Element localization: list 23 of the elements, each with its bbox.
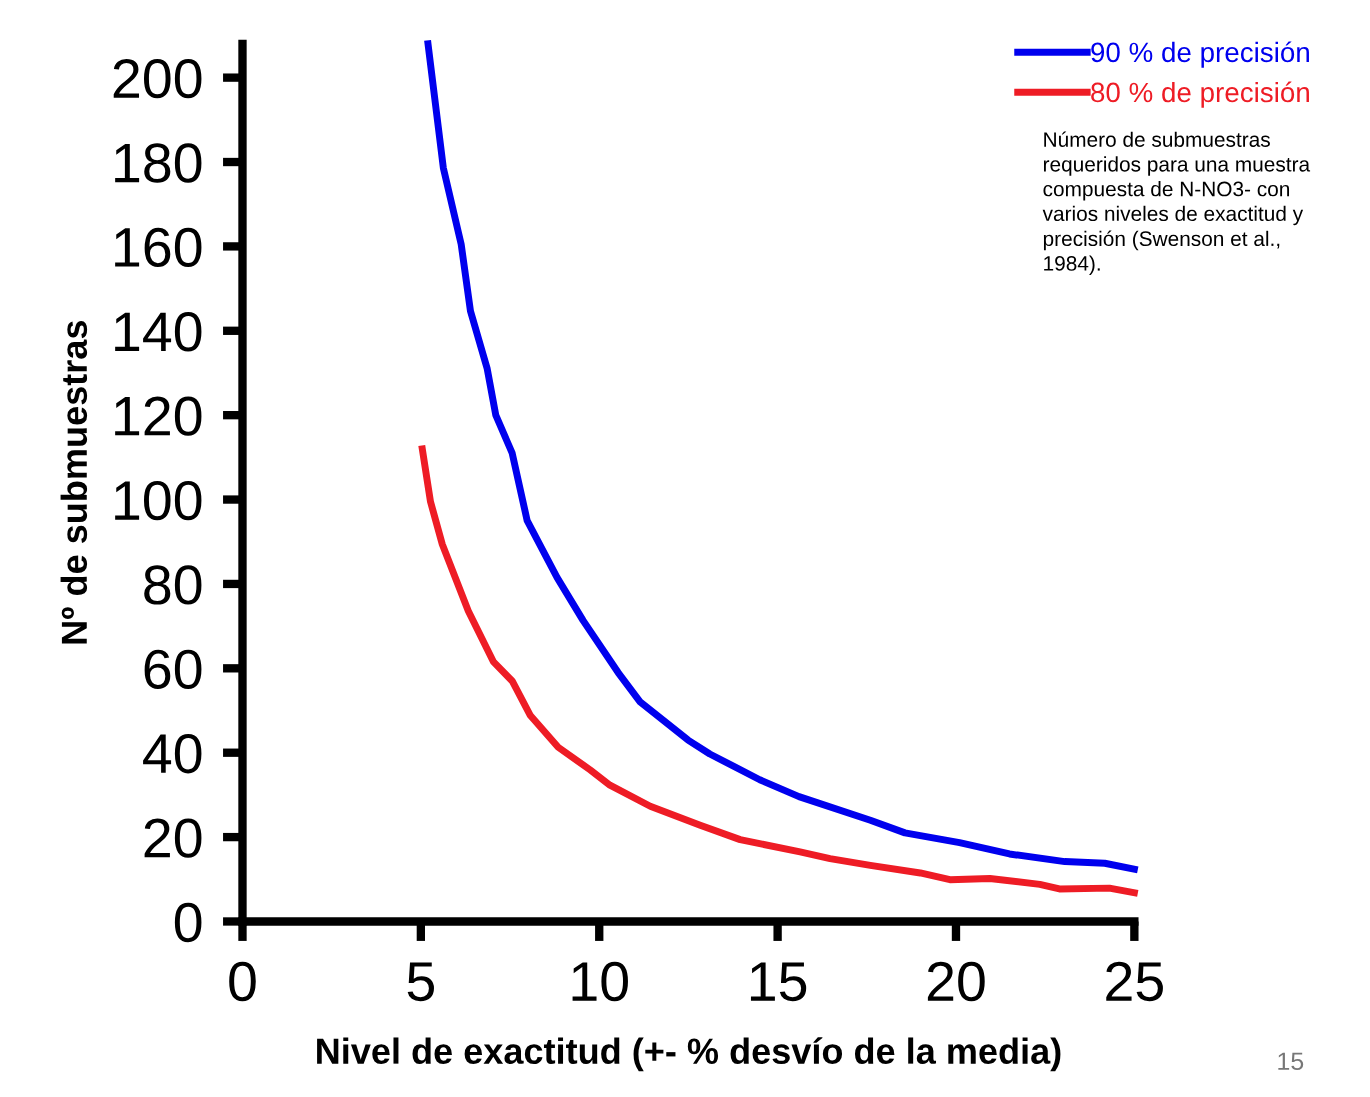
y-axis-title: Nº de submuestras — [60, 321, 88, 644]
y-tick-label: 180 — [115, 143, 202, 183]
x-tick-label: 0 — [229, 961, 256, 1002]
y-tick-label: 200 — [113, 58, 202, 99]
y-tick-label: 60 — [144, 649, 202, 689]
x-tick-label: 5 — [407, 962, 434, 1002]
x-axis-title: Nivel de exactitud (+- % desvío de la media) — [317, 1037, 1061, 1072]
y-tick-label: 20 — [144, 818, 202, 858]
x-tick-label: 15 — [750, 962, 807, 1002]
legend-label: 80 % de precisión — [1091, 81, 1309, 108]
x-tick-label: 20 — [927, 961, 985, 1002]
y-tick-label: 80 — [144, 565, 202, 605]
x-tick-label: 10 — [572, 961, 628, 1002]
x-tick-label: 25 — [1106, 961, 1163, 1002]
y-tick-label: 160 — [115, 227, 202, 268]
text: 15 — [1278, 1052, 1304, 1071]
annotation: Número de submuestras requeridos para una muestra compuesta de N-NO3- con varios niveles de exactitud y precisión (Swenson et al., 1984). — [1042, 131, 1311, 275]
y-tick-label: 100 — [115, 480, 202, 521]
y-tick-label: 0 — [174, 902, 202, 943]
y-tick-label: 140 — [115, 312, 202, 352]
y-tick-label: 120 — [115, 396, 202, 436]
legend-label: 90 % de precisión — [1091, 41, 1309, 68]
y-tick-label: 40 — [143, 734, 202, 774]
